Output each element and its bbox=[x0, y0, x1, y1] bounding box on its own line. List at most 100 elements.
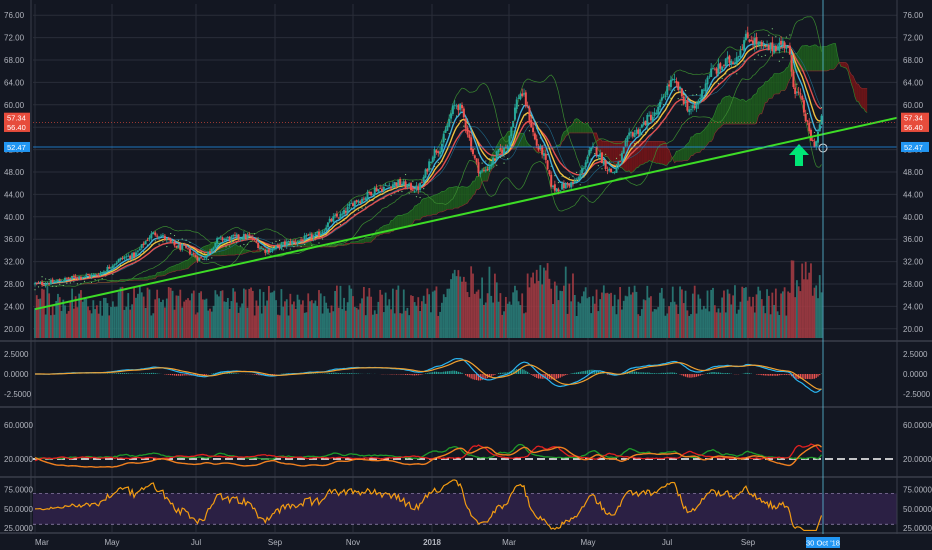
candle-body bbox=[188, 249, 191, 255]
cloud-bull-segment bbox=[396, 215, 399, 229]
candle-body bbox=[364, 197, 367, 201]
volume-bar bbox=[462, 276, 465, 338]
volume-bar bbox=[352, 296, 354, 338]
candle-body bbox=[497, 149, 500, 152]
candle-body bbox=[644, 120, 647, 125]
cloud-bear-segment bbox=[252, 250, 255, 253]
volume-bar bbox=[599, 299, 602, 338]
candle-body bbox=[535, 138, 538, 146]
cloud-bull-segment bbox=[712, 113, 715, 140]
cloud-bear-segment bbox=[858, 84, 861, 105]
psar-dot bbox=[177, 239, 179, 241]
cloud-bull-segment bbox=[438, 192, 441, 213]
y-tick-label-left: 60.00 bbox=[4, 101, 25, 110]
candle-body bbox=[686, 101, 689, 111]
cloud-bull-segment bbox=[440, 191, 442, 212]
candle-body bbox=[171, 241, 174, 243]
macd-pane[interactable] bbox=[34, 357, 823, 393]
candle-body bbox=[359, 201, 362, 204]
volume-bar bbox=[691, 293, 694, 338]
psar-dot bbox=[300, 245, 302, 248]
candle-body bbox=[730, 60, 733, 64]
volume-bar bbox=[422, 295, 425, 338]
candle-body bbox=[353, 200, 356, 207]
psar-dot bbox=[34, 289, 36, 291]
psar-dot bbox=[743, 60, 745, 62]
candle-body bbox=[693, 105, 696, 109]
candle-body bbox=[595, 146, 598, 156]
candle-body bbox=[200, 257, 203, 259]
candle-body bbox=[276, 245, 279, 246]
psar-dot bbox=[430, 168, 432, 170]
candle-body bbox=[282, 242, 285, 244]
candle-body bbox=[590, 147, 593, 151]
cloud-bear-segment bbox=[596, 132, 599, 151]
cloud-bull-segment bbox=[524, 133, 526, 148]
candle-body bbox=[163, 235, 166, 240]
candle-body bbox=[121, 258, 124, 259]
candle-body bbox=[56, 280, 59, 282]
candle-body bbox=[532, 127, 535, 133]
candle-body bbox=[662, 97, 665, 99]
cloud-bull-segment bbox=[456, 186, 459, 209]
candle-body bbox=[187, 247, 190, 249]
volume-bar bbox=[309, 301, 311, 338]
volume-bar bbox=[501, 314, 504, 338]
candle-body bbox=[790, 55, 793, 72]
candlestick-series[interactable] bbox=[34, 26, 823, 288]
candle-body bbox=[309, 233, 312, 235]
cloud-bull-segment bbox=[832, 43, 834, 70]
volume-bar bbox=[368, 288, 371, 338]
cloud-bear-segment bbox=[840, 62, 843, 67]
candle-body bbox=[504, 147, 507, 149]
volume-bar bbox=[706, 290, 709, 338]
pane-separators[interactable] bbox=[0, 0, 932, 534]
candle-body bbox=[708, 76, 711, 78]
candle-body bbox=[335, 213, 338, 217]
cloud-bull-segment bbox=[676, 150, 679, 162]
cloud-bull-segment bbox=[569, 125, 572, 133]
cloud-bull-segment bbox=[430, 195, 433, 216]
psar-dot bbox=[45, 278, 47, 280]
adx-pane[interactable] bbox=[33, 443, 897, 468]
candle-body bbox=[604, 159, 607, 170]
y-tick-label-right: 24.00 bbox=[903, 302, 924, 311]
volume-bar bbox=[298, 299, 301, 338]
cloud-bull-segment bbox=[452, 186, 455, 210]
cloud-bull-segment bbox=[788, 62, 790, 84]
candle-body bbox=[81, 277, 84, 278]
volume-bar bbox=[125, 306, 128, 338]
candle-body bbox=[781, 40, 784, 45]
volume-bar bbox=[584, 287, 587, 338]
trendline-group[interactable] bbox=[33, 116, 898, 311]
candle-body bbox=[125, 256, 128, 258]
cloud-bull-segment bbox=[774, 73, 776, 95]
volume-bar bbox=[481, 277, 484, 338]
volume-bar bbox=[300, 304, 302, 338]
cloud-bull-segment bbox=[170, 266, 173, 273]
cloud-bull-segment bbox=[141, 277, 144, 281]
candle-body bbox=[386, 185, 389, 187]
candle-body bbox=[58, 279, 61, 282]
volume-bar bbox=[626, 296, 629, 338]
candle-body bbox=[450, 113, 453, 119]
rsi-pane[interactable] bbox=[33, 479, 897, 532]
cloud-bull-segment bbox=[740, 99, 743, 125]
psar-dot bbox=[271, 242, 274, 244]
volume-bar bbox=[235, 302, 238, 338]
candle-body bbox=[717, 63, 720, 75]
volume-bar bbox=[548, 278, 551, 338]
psar-dot bbox=[62, 284, 64, 287]
candle-body bbox=[767, 45, 770, 51]
volume-bar bbox=[346, 302, 349, 338]
cloud-bull-segment bbox=[683, 145, 686, 161]
volume-bar bbox=[653, 309, 656, 338]
psar-dot bbox=[474, 148, 476, 150]
volume-bar bbox=[813, 287, 816, 338]
candle-body bbox=[35, 282, 38, 284]
volume-bar bbox=[234, 291, 236, 338]
candle-body bbox=[622, 147, 625, 154]
cloud-bull-segment bbox=[458, 187, 461, 209]
cloud-bull-segment bbox=[398, 215, 401, 228]
